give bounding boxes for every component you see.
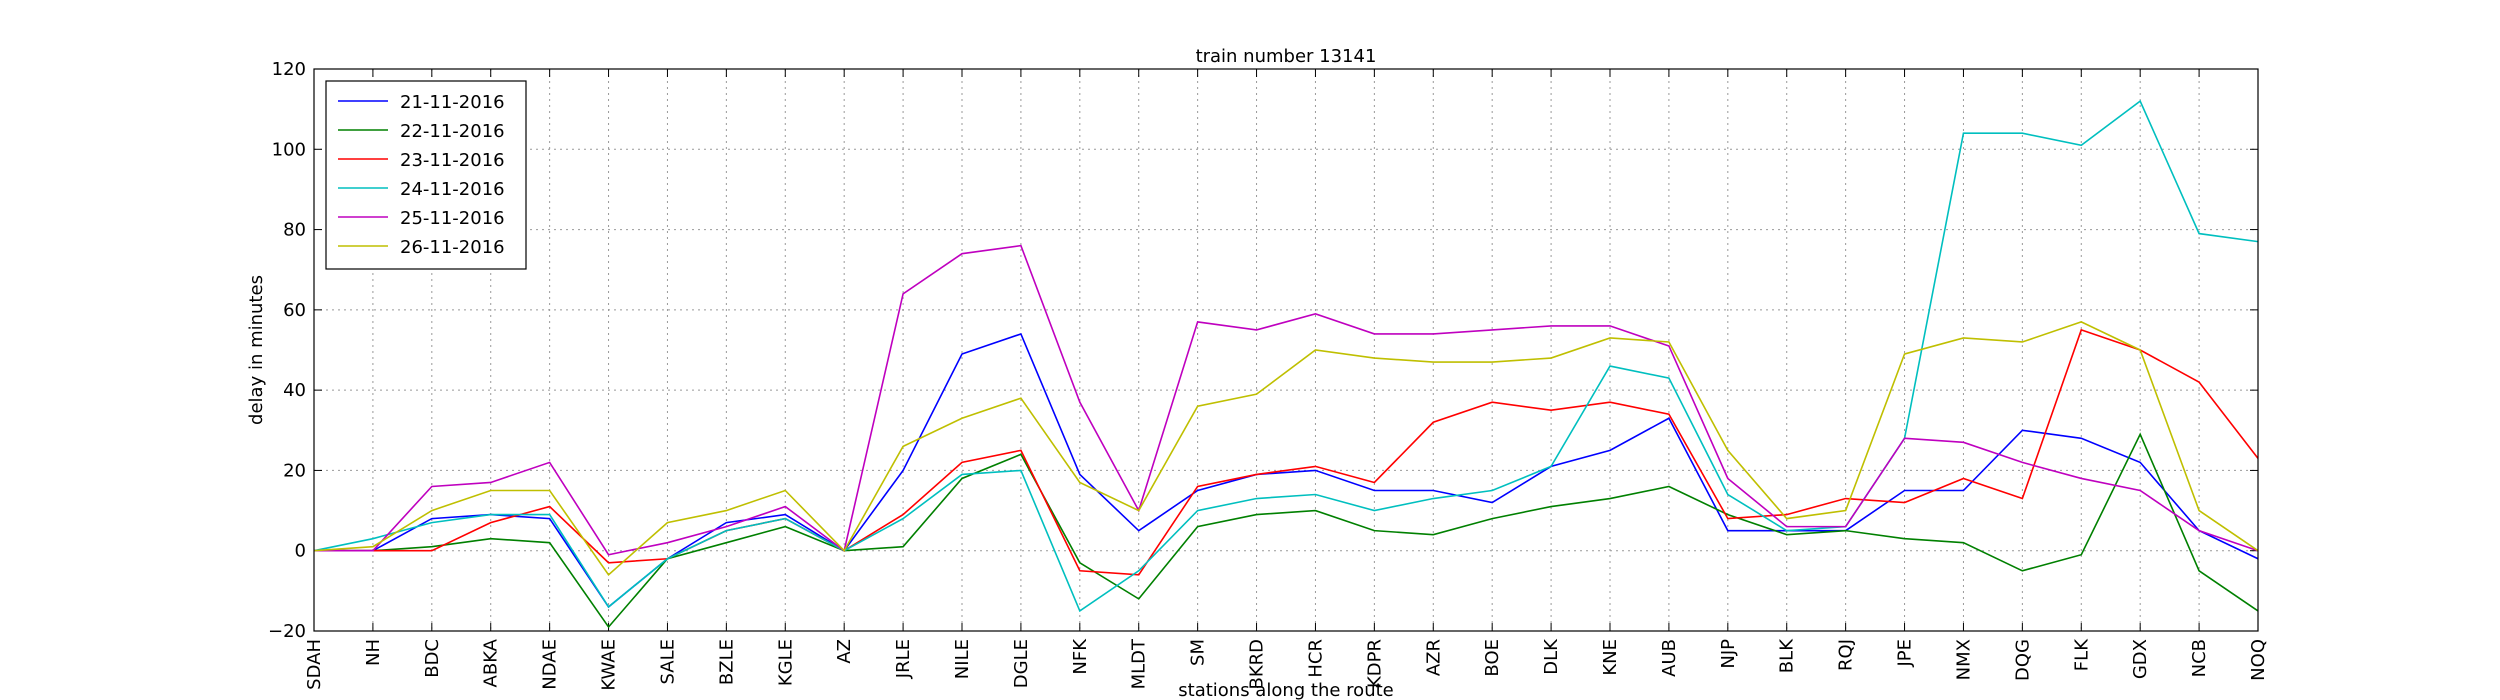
x-tick-label: BZLE	[716, 639, 737, 685]
x-tick-label: NMX	[1953, 639, 1974, 680]
x-tick-label: KDPR	[1364, 639, 1385, 688]
x-tick-label: GDX	[2130, 639, 2151, 679]
x-tick-label: KWAE	[599, 639, 620, 691]
x-tick-label: HCR	[1305, 639, 1326, 678]
chart-title: train number 13141	[1196, 46, 1377, 67]
x-tick-label: BDC	[422, 639, 443, 678]
plot-frame	[313, 68, 2259, 632]
x-tick-label: KGLE	[775, 639, 796, 686]
x-tick-label: AZ	[834, 639, 855, 664]
y-tick-label: 60	[283, 300, 306, 321]
x-tick-label: JRLE	[893, 639, 914, 679]
y-tick-label: 40	[283, 380, 306, 401]
data-line	[314, 328, 2259, 576]
x-tick-label: AZR	[1423, 639, 1444, 676]
data-line	[314, 432, 2259, 629]
x-tick-label: NILE	[952, 639, 973, 679]
x-tick-label: FLK	[2071, 638, 2092, 671]
x-tick-label: KNE	[1600, 639, 1621, 676]
x-tick-label: SALE	[657, 639, 678, 684]
x-tick-label: AUB	[1659, 639, 1680, 677]
legend: 21-11-2016 22-11-2016 23-11-2016 24-11-2016…	[325, 80, 527, 270]
x-axis-label: stations along the route	[1178, 680, 1393, 700]
x-tick-label: NDAE	[540, 639, 561, 690]
legend-label: 23-11-2016	[400, 150, 505, 171]
x-tick-label: DGLE	[1011, 639, 1032, 688]
legend-label: 26-11-2016	[400, 237, 505, 258]
data-line	[313, 321, 2259, 576]
y-tick-label: 100	[272, 139, 306, 160]
x-tick-label: NCB	[2189, 639, 2210, 677]
legend-label: 24-11-2016	[400, 179, 505, 200]
data-line	[313, 99, 2259, 613]
x-tick-label: DQG	[2012, 639, 2033, 681]
x-tick-label: SM	[1188, 639, 1209, 666]
y-axis-label: delay in minutes	[246, 275, 267, 425]
legend-label: 21-11-2016	[400, 92, 505, 113]
x-tick-label: RQJ	[1836, 639, 1857, 671]
x-tick-label: BOE	[1482, 639, 1503, 677]
y-tick-label: 0	[295, 541, 306, 562]
x-tick-label: NJP	[1718, 639, 1739, 669]
x-tick-label: SDAH	[304, 639, 325, 690]
y-tick-label: 20	[283, 460, 306, 481]
y-tick-label: −20	[268, 621, 306, 642]
legend-label: 22-11-2016	[400, 121, 505, 142]
x-tick-label: NOQ	[2248, 639, 2269, 681]
x-tick-label: NFK	[1070, 638, 1091, 675]
x-tick-label: DLK	[1541, 638, 1562, 675]
y-tick-label: 120	[272, 59, 306, 80]
x-tick-label: MLDT	[1129, 638, 1150, 689]
x-tick-label: JPE	[1895, 639, 1916, 668]
x-tick-label: BKRD	[1247, 639, 1268, 690]
legend-label: 25-11-2016	[400, 208, 505, 229]
legend-box	[325, 80, 527, 270]
x-tick-label: ABKA	[481, 638, 502, 687]
y-tick-label: 80	[283, 220, 306, 241]
x-tick-label: BLK	[1777, 638, 1798, 673]
x-tick-label: NH	[363, 639, 384, 666]
